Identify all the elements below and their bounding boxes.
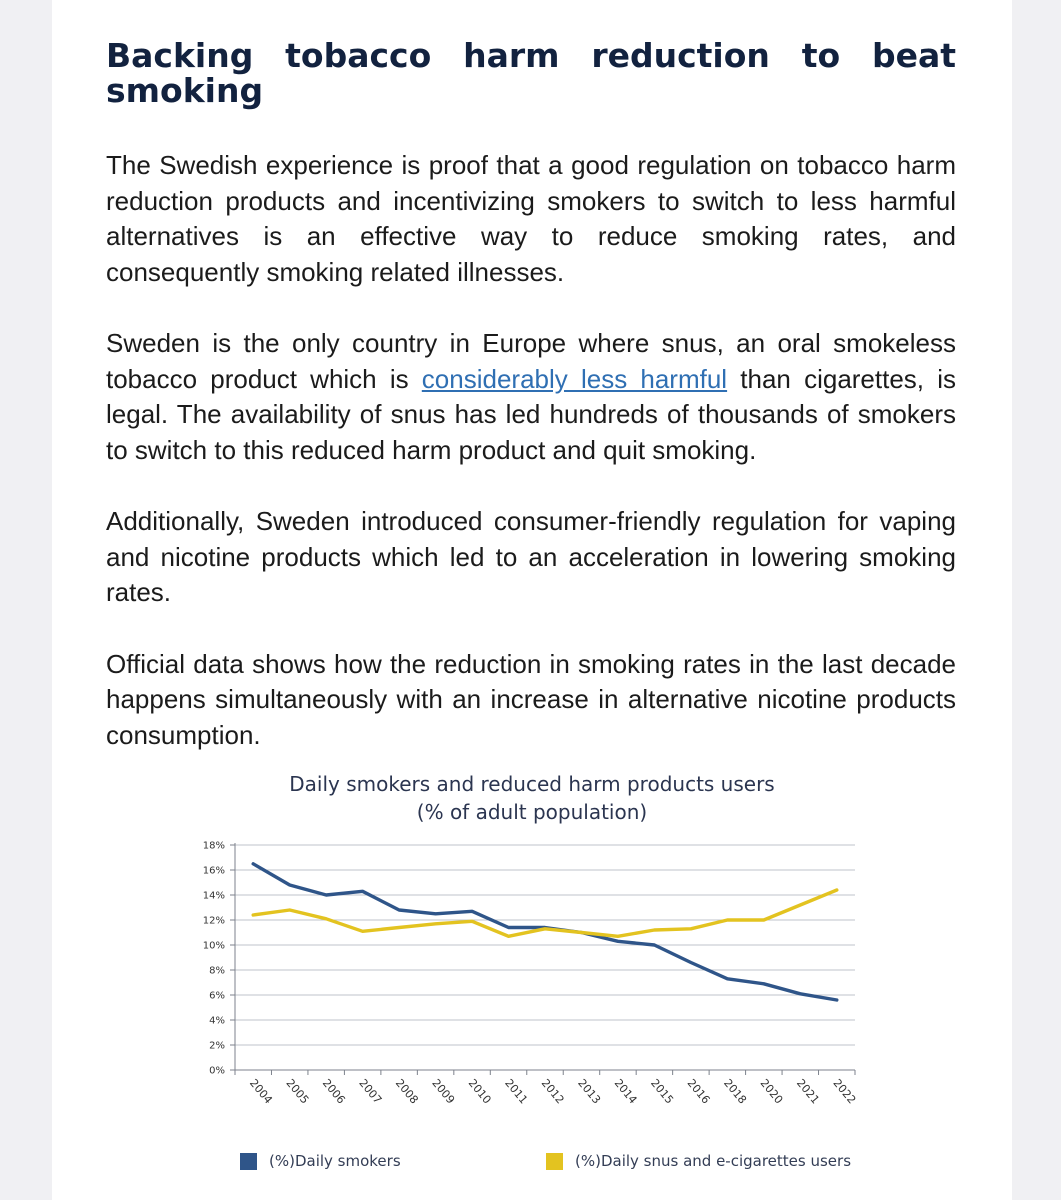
- paragraph-swedish-experience: The Swedish experience is proof that a g…: [106, 150, 956, 287]
- y-tick-label: 4%: [209, 1016, 225, 1027]
- x-tick-label: 2009: [429, 1077, 457, 1107]
- series-line-daily-smokers: [251, 862, 839, 1002]
- x-tick-label: 2005: [283, 1077, 311, 1107]
- y-tick-label: 18%: [203, 841, 225, 852]
- x-tick-label: 2022: [830, 1077, 858, 1107]
- x-tick-label: 2004: [247, 1077, 275, 1107]
- y-tick-label: 12%: [203, 916, 225, 927]
- legend-label-daily-smokers: (%)Daily smokers: [269, 1152, 401, 1170]
- x-tick-label: 2016: [685, 1077, 713, 1107]
- x-tick-label: 2013: [575, 1077, 603, 1107]
- y-tick-label: 14%: [203, 891, 225, 902]
- x-tick-label: 2011: [502, 1077, 530, 1107]
- paragraph-snus-text-start: Sweden is the only country in Europe whe…: [106, 328, 956, 394]
- legend-item-snus-ecig: (%)Daily snus and e-cigarettes users: [546, 1150, 851, 1172]
- paragraph-snus: Sweden is the only country in Europe whe…: [106, 326, 956, 468]
- y-tick-label: 6%: [209, 991, 225, 1002]
- chart-title: Daily smokers and reduced harm products …: [289, 772, 775, 796]
- considerably-less-harmful-link[interactable]: considerably less harmful: [421, 363, 728, 394]
- y-tick-label: 8%: [209, 966, 225, 977]
- x-tick-label: 2007: [356, 1077, 384, 1107]
- x-tick-label: 2021: [794, 1077, 822, 1107]
- x-tick-label: 2006: [320, 1077, 348, 1107]
- paragraph-snus-text-end: than cigarettes, is legal. The availabil…: [106, 363, 956, 465]
- x-tick-label: 2020: [758, 1077, 786, 1107]
- legend-label-snus-ecig: (%)Daily snus and e-cigarettes users: [575, 1152, 852, 1170]
- series-line-snus-ecig: [251, 888, 839, 938]
- y-tick-label: 0%: [209, 1066, 225, 1077]
- article-heading: Backing tobacco harm reduction to beat s…: [106, 36, 956, 110]
- legend-swatch-daily-smokers: [240, 1152, 257, 1170]
- paragraph-official-data: Official data shows how the reduction in…: [106, 648, 956, 750]
- x-tick-label: 2008: [393, 1077, 421, 1107]
- y-tick-label: 16%: [203, 866, 225, 877]
- x-tick-label: 2010: [466, 1077, 494, 1107]
- x-tick-label: 2014: [612, 1077, 640, 1107]
- paragraph-vaping-regulation: Additionally, Sweden introduced consumer…: [106, 506, 956, 607]
- legend-swatch-snus-ecig: [546, 1152, 563, 1170]
- legend-item-daily-smokers: (%)Daily smokers: [240, 1150, 401, 1172]
- y-tick-label: 10%: [203, 941, 225, 952]
- x-tick-label: 2012: [539, 1077, 567, 1107]
- line-chart: 0% 2% 4% 6% 8% 10% 12% 14% 16% 18% 2004 2005 2006 200…: [203, 841, 859, 1107]
- document-page: Backing tobacco harm reduction to beat s…: [52, 0, 1012, 1200]
- x-tick-label: 2015: [648, 1077, 676, 1107]
- x-tick-label: 2018: [721, 1077, 749, 1107]
- chart-subtitle: (% of adult population): [416, 800, 648, 824]
- article-body: The Swedish experience is proof that a g…: [106, 148, 956, 789]
- y-tick-label: 2%: [209, 1041, 225, 1052]
